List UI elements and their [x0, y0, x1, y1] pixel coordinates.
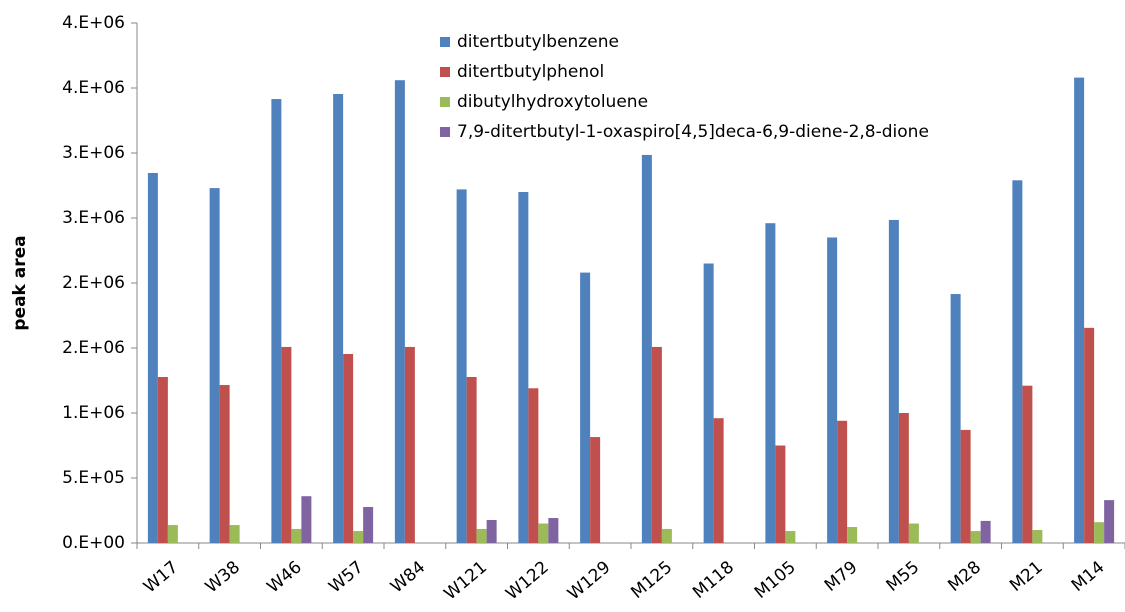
bar: [147, 173, 158, 543]
x-tick-label: W38: [202, 557, 244, 597]
bar: [518, 192, 529, 543]
bar: [528, 388, 539, 543]
bar: [1074, 77, 1085, 543]
x-tick-label: M125: [627, 557, 676, 603]
y-tick-label: 4.E+06: [62, 13, 125, 33]
bar: [765, 223, 776, 543]
bar: [157, 376, 168, 543]
legend-label: dibutylhydroxytoluene: [457, 92, 648, 112]
bar: [456, 189, 467, 543]
y-tick-label: 2.E+06: [62, 273, 125, 293]
bar: [590, 437, 601, 543]
x-tick-label: W121: [440, 557, 491, 604]
x-tick-label: W122: [502, 557, 553, 604]
x-tick-label: M14: [1068, 557, 1109, 596]
y-tick-label: 3.E+06: [62, 143, 125, 163]
bar: [713, 418, 724, 543]
legend-label: 7,9-ditertbutyl-1-oxaspiro[4,5]deca-6,9-…: [457, 122, 929, 142]
bar: [1012, 180, 1023, 544]
legend-swatch: [440, 97, 450, 107]
bar: [785, 531, 796, 543]
bar: [1094, 522, 1105, 543]
bar: [209, 188, 220, 543]
x-tick-label: W84: [387, 557, 429, 597]
bar: [167, 525, 178, 543]
y-tick-label: 2.E+06: [62, 338, 125, 358]
bar: [291, 528, 302, 543]
bar: [486, 519, 497, 543]
bar: [847, 527, 858, 543]
legend-swatch: [440, 127, 450, 137]
y-axis-label: peak area: [10, 235, 30, 330]
x-tick-label: M28: [944, 557, 985, 596]
bar: [538, 523, 549, 543]
x-tick-label: M118: [689, 557, 738, 603]
bar: [363, 506, 374, 543]
bar: [1032, 530, 1043, 543]
bar: [281, 346, 292, 543]
bar: [837, 420, 848, 543]
bar: [888, 219, 899, 543]
y-tick-label: 0.E+00: [62, 533, 125, 553]
x-tick-label: M79: [821, 557, 862, 596]
bar: [271, 99, 282, 544]
bar: [970, 531, 981, 543]
legend-label: ditertbutylbenzene: [457, 32, 619, 52]
bar: [1104, 500, 1115, 543]
bar: [301, 496, 312, 543]
bar: [827, 237, 838, 543]
bar: [548, 518, 559, 543]
bar: [229, 525, 240, 543]
x-tick-label: W129: [564, 557, 615, 604]
y-tick-label: 5.E+05: [62, 468, 125, 488]
bar: [661, 528, 672, 543]
bar: [1084, 327, 1095, 543]
y-tick-label: 1.E+06: [62, 403, 125, 423]
y-tick-label: 4.E+06: [62, 78, 125, 98]
y-tick-label: 3.E+06: [62, 208, 125, 228]
x-tick-label: W46: [263, 557, 305, 597]
bar: [703, 263, 714, 543]
bar: [1022, 385, 1033, 543]
bar: [333, 93, 344, 543]
x-tick-label: W17: [140, 557, 182, 597]
bar: [404, 346, 415, 543]
bar: [960, 429, 971, 543]
bar: [353, 531, 364, 543]
x-tick-label: W57: [325, 557, 367, 597]
x-tick-label: M105: [751, 557, 800, 603]
bar: [343, 353, 354, 543]
bar: [908, 523, 919, 543]
bar: [394, 80, 405, 543]
bar: [219, 385, 230, 543]
bar: [580, 272, 591, 543]
bar: [980, 520, 991, 543]
legend-swatch: [440, 37, 450, 47]
x-tick-label: M21: [1006, 557, 1047, 596]
bar: [466, 376, 477, 543]
bar: [775, 445, 786, 543]
x-tick-label: M55: [883, 557, 924, 596]
bar: [641, 154, 652, 543]
legend-label: ditertbutylphenol: [457, 62, 604, 82]
bar: [950, 294, 961, 543]
bar: [476, 528, 487, 543]
bar: [651, 346, 662, 543]
bar: [898, 413, 909, 543]
legend-swatch: [440, 67, 450, 77]
